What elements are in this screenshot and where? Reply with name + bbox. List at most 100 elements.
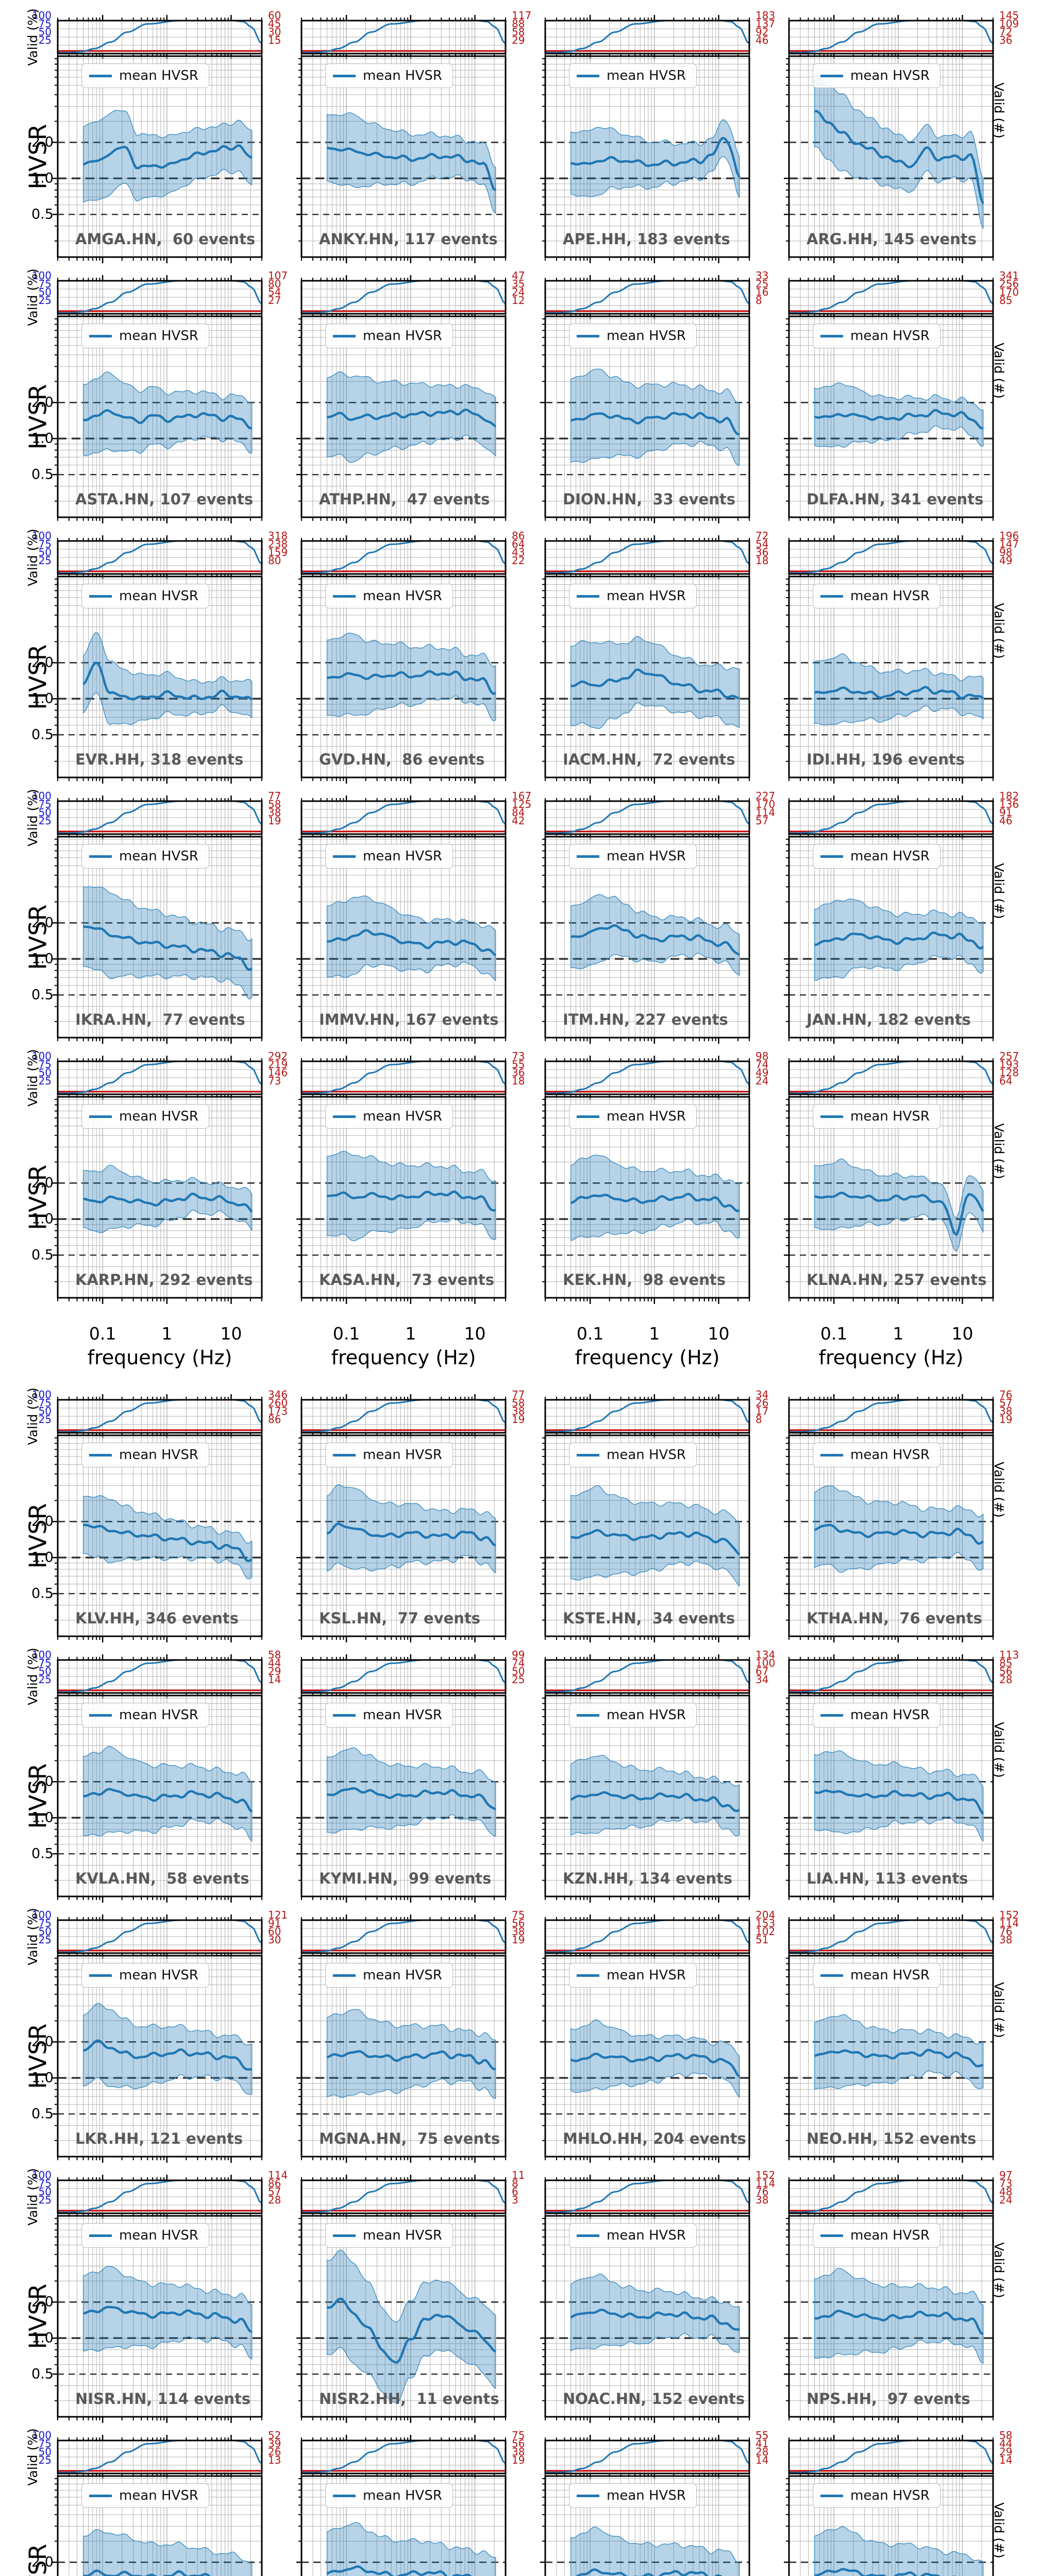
valid-count-tick: 22: [512, 554, 525, 567]
legend: mean HVSR: [569, 1443, 697, 1467]
hvsr-confidence-band: [814, 899, 984, 981]
valid-strip-container: 77 58 38 19: [300, 1389, 525, 1438]
valid-count-tick: 128: [999, 1066, 1019, 1079]
valid-strip-container: 100 75 50 25 Valid (%) 346 260 173 86: [25, 1387, 288, 1445]
legend-line-swatch: [820, 1115, 843, 1118]
hvsr-plot-container: mean HVSR JAN.HN, 182 events: [784, 836, 994, 1044]
mean-hvsr-line: [82, 2039, 252, 2071]
legend-label: mean HVSR: [119, 588, 198, 604]
mean-hvsr-line: [327, 670, 496, 695]
hvsr-plot: [53, 836, 263, 1044]
hvsr-axis-label: HVSR: [24, 644, 52, 710]
hvsr-confidence-band: [814, 1485, 984, 1573]
hvsr-tick-labels: 2.0 1.0 0.5: [21, 56, 54, 257]
legend: mean HVSR: [569, 584, 697, 608]
station-label: MHLO.HH, 204 events: [563, 2130, 746, 2147]
valid-count-tick: 47: [512, 269, 525, 282]
hvsr-plot-container: mean HVSR IKRA.HN, 77 events 2.0 1.0 0.5 HVSR: [24, 836, 263, 1044]
legend: mean HVSR: [569, 2483, 697, 2508]
valid-percent-miniplot: [544, 535, 750, 580]
valid-count-axis-label: Valid (#): [992, 603, 1007, 659]
hvsr-confidence-band: [326, 2249, 496, 2404]
valid-percent-tick: 25: [38, 1673, 52, 1686]
legend-label: mean HVSR: [850, 588, 930, 604]
mean-hvsr-line: [326, 2565, 472, 2576]
valid-count-tick: 64: [512, 538, 525, 550]
valid-strip-container: 117 88 58 29: [300, 10, 531, 59]
valid-count-tick: 28: [268, 2194, 281, 2206]
hvsr-confidence-band: [82, 886, 253, 1000]
valid-count-tick: 14: [999, 2454, 1013, 2466]
legend-label: mean HVSR: [363, 1707, 442, 1723]
hvsr-tick: 1.0: [31, 430, 54, 447]
valid-strip-container: 73 55 36 18: [300, 1051, 525, 1100]
valid-count-tick: 38: [268, 806, 281, 819]
valid-count-tick: 8: [755, 1413, 762, 1426]
hvsr-plot-container: mean HVSR KYMI.HN, 99 events: [296, 1694, 507, 1903]
valid-count-tick: 85: [999, 1657, 1013, 1669]
legend: mean HVSR: [569, 1104, 697, 1129]
valid-count-tick: 48: [999, 2185, 1013, 2198]
legend-label: mean HVSR: [119, 1447, 198, 1463]
hvsr-tick: 2.0: [31, 1175, 54, 1191]
valid-count-tick: 42: [512, 815, 525, 827]
valid-percent-tick: 50: [38, 806, 52, 819]
hvsr-tick: 0.5: [31, 466, 54, 483]
station-subplot: 73 55 36 18 mean HVSR KASA.HN, 73 events: [296, 1051, 525, 1304]
hvsr-plot: [540, 1955, 750, 2163]
valid-count-tick: 12: [512, 294, 525, 307]
hvsr-plot-container: mean HVSRPLG.HN, 58 events: [784, 2475, 994, 2576]
mean-hvsr-line: [83, 409, 252, 430]
valid-count-tick: 58: [512, 1397, 525, 1409]
valid-count-tick: 60: [268, 9, 281, 22]
valid-strip-container: 100 75 50 25 Valid (%) 121 91 60 30: [25, 1908, 288, 1965]
hvsr-confidence-band: [814, 2267, 984, 2364]
hvsr-plot-container: mean HVSR NOAC.HN, 152 events: [540, 2215, 750, 2423]
valid-percent-miniplot: [788, 2175, 994, 2219]
hvsr-axis-label: HVSR: [24, 904, 52, 970]
valid-count-tick: 204: [755, 1909, 776, 1921]
hvsr-plot: [540, 55, 750, 263]
station-row: 100 75 50 25 Valid (%) 346 260 173 86 mean HVSR KL…: [24, 1387, 1012, 1642]
valid-count-tick: 28: [755, 2446, 769, 2458]
valid-count-tick: 35: [512, 278, 525, 290]
mean-hvsr-line: [326, 2050, 496, 2071]
legend: mean HVSR: [813, 1963, 941, 1988]
valid-count-tick: 193: [999, 1058, 1019, 1071]
station-label: GVD.HN, 86 events: [319, 751, 485, 768]
valid-percent-miniplot: [57, 2435, 263, 2479]
hvsr-confidence-band: [570, 636, 740, 729]
valid-count-tick: 30: [268, 1934, 281, 1946]
valid-count-axis-label: Valid (#): [992, 863, 1007, 919]
hvsr-plot-container: mean HVSR ASTA.HN, 107 events 2.0 1.0 0.5 HVS…: [24, 315, 263, 523]
legend: mean HVSR: [325, 1703, 453, 1727]
legend-label: mean HVSR: [119, 849, 198, 864]
mean-hvsr-line: [570, 137, 741, 178]
hvsr-plot-container: mean HVSR KLNA.HN, 257 events: [784, 1096, 994, 1304]
valid-percent-miniplot: [544, 1914, 750, 1959]
valid-count-tick: 50: [512, 1665, 525, 1677]
legend-label: mean HVSR: [363, 1968, 442, 1983]
hvsr-plot-container: mean HVSR IACM.HN, 72 events: [540, 575, 750, 784]
valid-count-tick: 43: [512, 546, 525, 558]
hvsr-tick: 1.0: [31, 951, 54, 967]
legend-line-swatch: [333, 74, 356, 77]
legend-line-swatch: [820, 334, 843, 337]
valid-count-tick: 54: [755, 538, 769, 550]
valid-percent-miniplot: [57, 1654, 263, 1699]
legend-label: mean HVSR: [850, 1968, 930, 1983]
valid-count-tick: 98: [999, 546, 1013, 558]
station-label: EVR.HH, 318 events: [75, 751, 244, 768]
valid-strip-container: 72 54 36 18: [544, 531, 768, 580]
legend-line-swatch: [333, 595, 356, 598]
station-label: IDI.HH, 196 events: [807, 751, 965, 768]
valid-count-tick: 39: [268, 2437, 281, 2450]
legend-label: mean HVSR: [607, 1968, 686, 1983]
valid-count-tick: 238: [268, 538, 288, 550]
figure-block: 100 75 50 25 Valid (%) 346 260 173 86 mean HVSR KL…: [0, 1379, 1041, 2576]
station-label: DLFA.HN, 341 events: [807, 490, 984, 508]
legend-label: mean HVSR: [363, 328, 442, 344]
mean-hvsr-line: [327, 2297, 497, 2364]
valid-count-tick: 17: [755, 1405, 769, 1417]
